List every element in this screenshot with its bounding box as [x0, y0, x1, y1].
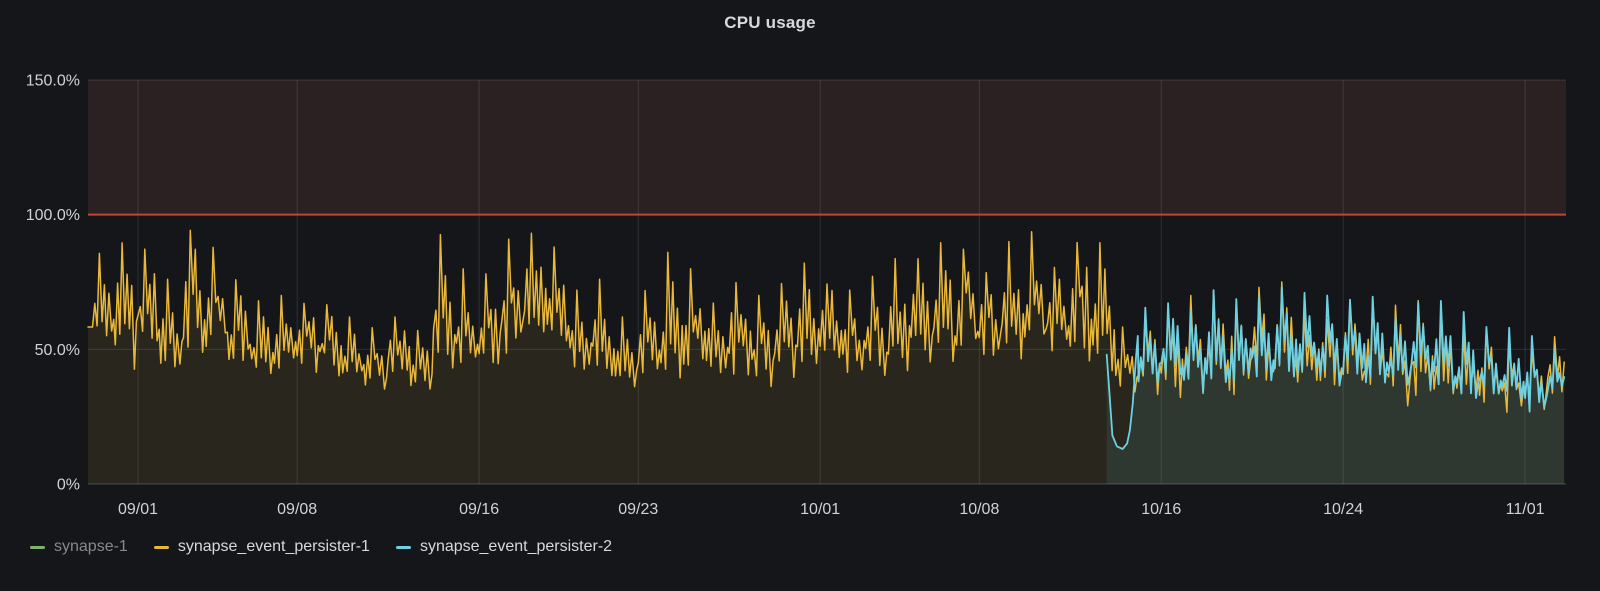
legend-item-label: synapse_event_persister-1	[177, 538, 370, 555]
x-tick-label: 09/16	[459, 501, 499, 518]
legend-item-label: synapse_event_persister-2	[419, 538, 613, 555]
chart-legend: synapse-1 synapse_event_persister-1 syna…	[30, 537, 612, 557]
y-tick-label: 100.0%	[26, 207, 80, 224]
x-tick-label: 09/01	[118, 501, 158, 518]
legend-item-label: synapse-1	[54, 538, 128, 555]
x-tick-label: 09/08	[277, 501, 317, 518]
x-tick-label: 09/23	[618, 501, 658, 518]
series-fill-synapse_event_persister-2	[1106, 286, 1565, 484]
series-line-synapse_event_persister-1	[87, 229, 1565, 413]
threshold-region	[88, 80, 1566, 215]
x-tick-label: 10/08	[959, 501, 999, 518]
page-title: CPU usage	[724, 13, 816, 32]
series-line-synapse_event_persister-2	[1105, 286, 1566, 450]
y-tick-label: 50.0%	[35, 342, 80, 359]
series-dash-icon	[395, 545, 411, 549]
y-tick-label: 150.0%	[26, 73, 80, 90]
series-fill-synapse_event_persister-1	[88, 230, 1565, 484]
legend-item-synapse-event-persister-1[interactable]: synapse_event_persister-1	[153, 537, 370, 557]
x-tick-label: 11/01	[1506, 501, 1545, 518]
x-tick-label: 10/16	[1141, 501, 1181, 518]
y-tick-label: 0%	[57, 477, 80, 494]
series-dash-icon	[30, 545, 45, 549]
legend-item-synapse-event-persister-2[interactable]: synapse_event_persister-2	[395, 537, 613, 557]
x-tick-label: 10/24	[1323, 501, 1363, 518]
legend-item-synapse-1[interactable]: synapse-1	[30, 537, 128, 557]
series-dash-icon	[153, 545, 169, 549]
x-tick-label: 10/01	[800, 501, 840, 518]
